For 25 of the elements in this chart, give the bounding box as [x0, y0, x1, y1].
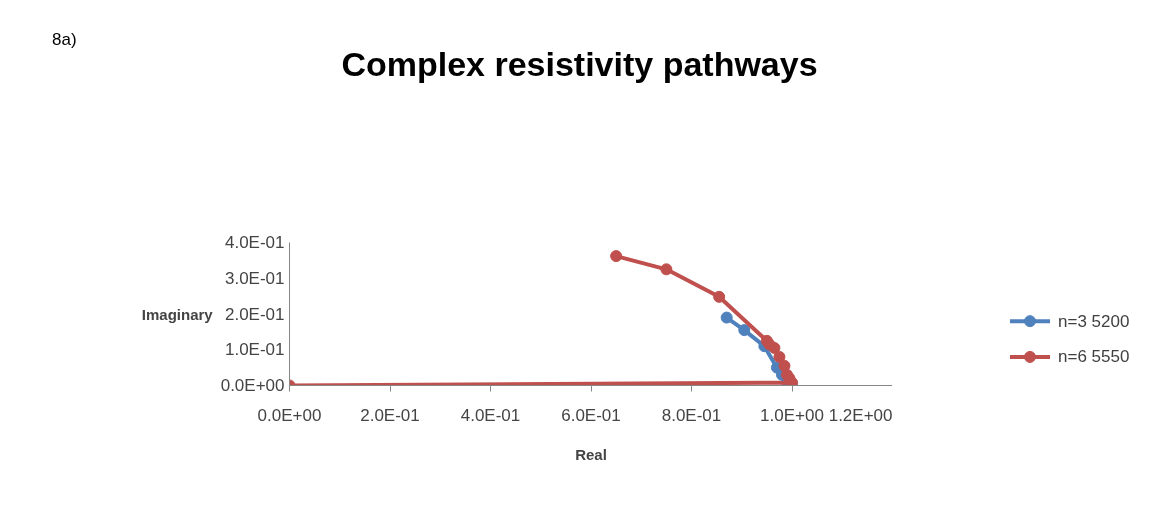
x-tick-label: 2.0E-01: [360, 405, 420, 425]
x-tick-label: 0.0E+00: [257, 405, 322, 425]
point: [720, 311, 733, 324]
point: [660, 263, 673, 276]
legend-label: n=6 5550: [1058, 347, 1130, 367]
x-axis-title: Real: [575, 445, 607, 463]
chart-title: Complex resistivity pathways: [341, 45, 818, 83]
y-tick-label: 4.0E-01: [224, 233, 285, 252]
text: 8a): [52, 29, 77, 51]
point: [738, 324, 751, 337]
y-axis-title: Imaginary: [141, 305, 214, 323]
y-tick-label: 0.0E+00: [220, 376, 285, 395]
x-tick-label: 1.2E+00: [828, 405, 893, 425]
x-tick-label: 4.0E-01: [460, 405, 521, 425]
y-tick-label: 2.0E-01: [224, 304, 285, 324]
x-tick-label: 6.0E-01: [561, 405, 621, 425]
x-tick-label: 1.0E+00: [760, 405, 824, 425]
point: [713, 290, 726, 303]
y-tick-label: 3.0E-01: [224, 268, 285, 288]
x-tick-label: 8.0E-01: [661, 405, 722, 425]
point: [610, 250, 623, 263]
point: [773, 350, 786, 363]
point: [768, 341, 781, 354]
y-tick-label: 1.0E-01: [224, 340, 285, 360]
legend-label: n=3 5200: [1058, 311, 1130, 331]
